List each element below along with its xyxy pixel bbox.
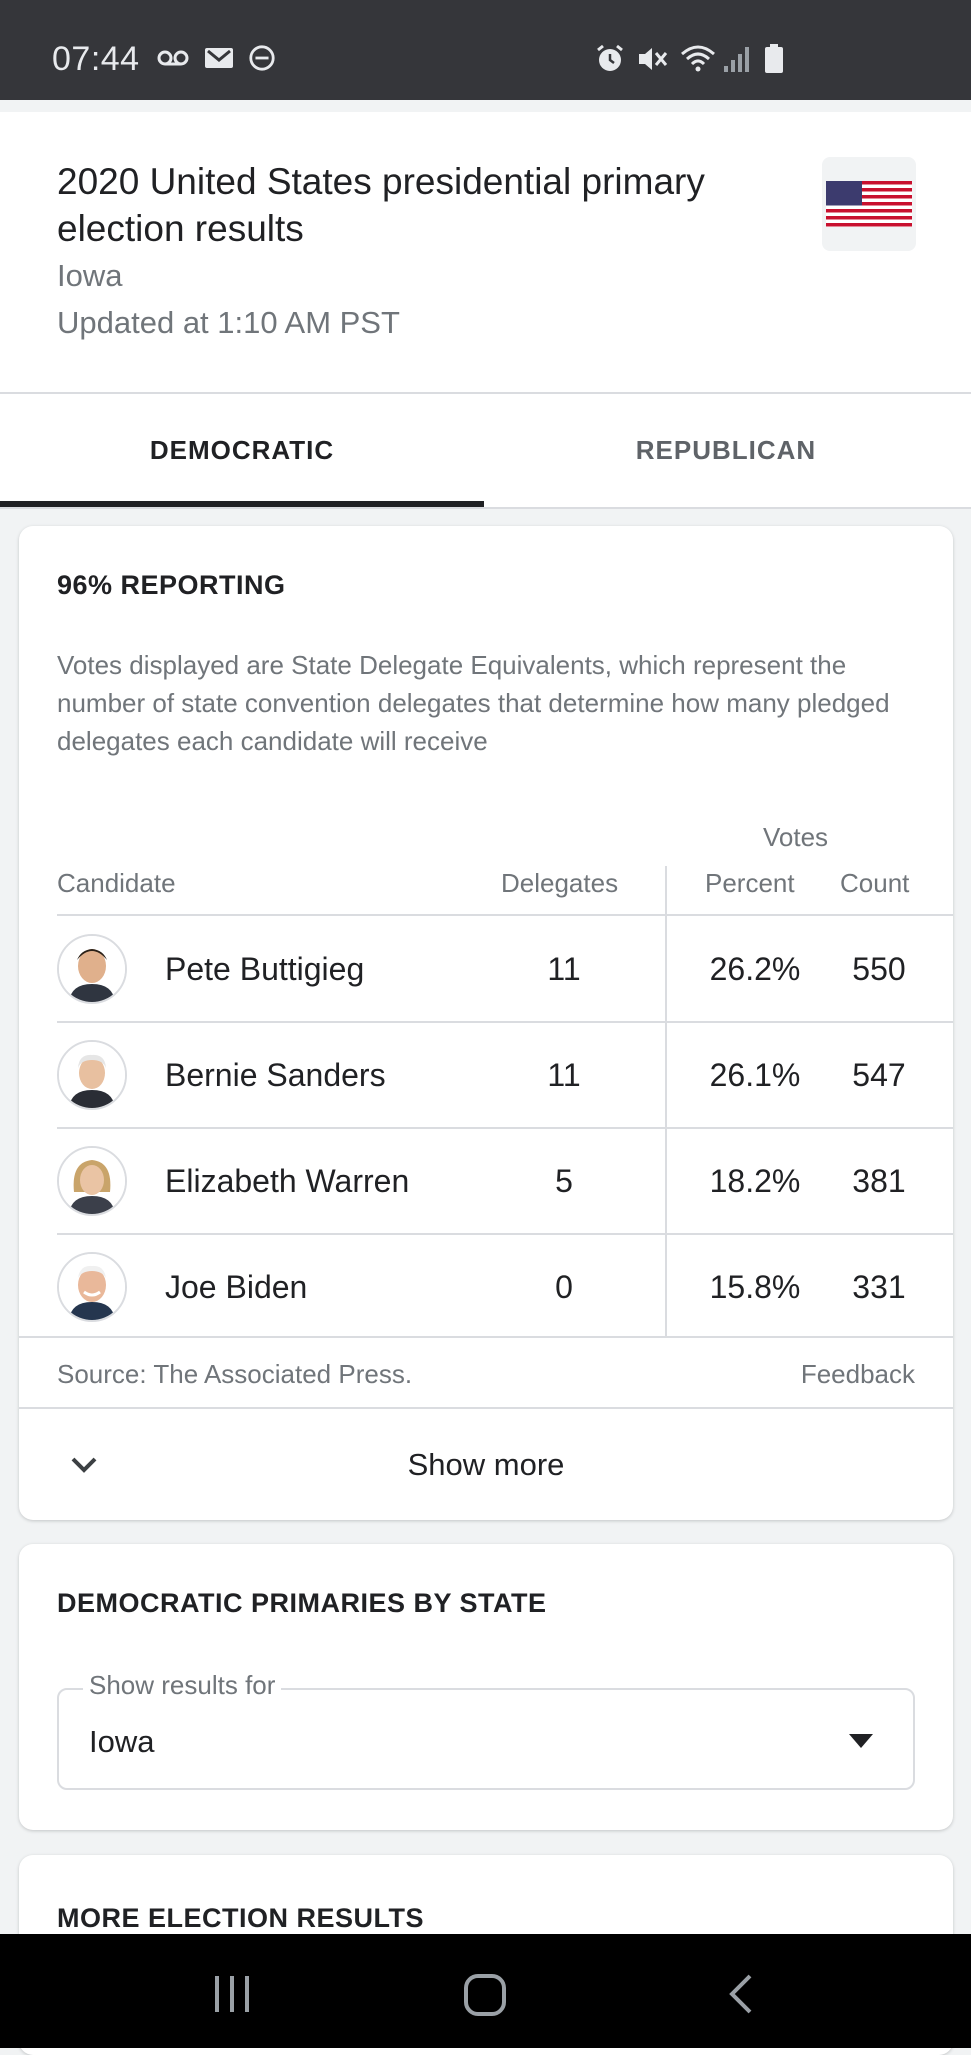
candidate-name: Joe Biden (165, 1269, 308, 1305)
show-more-button[interactable]: Show more (19, 1409, 953, 1520)
table-row[interactable]: Elizabeth Warren 5 18.2% 381 (19, 1128, 953, 1234)
divider (57, 1021, 953, 1023)
delegates-column-header: Delegates (501, 868, 619, 898)
candidate-name: Bernie Sanders (165, 1057, 386, 1093)
candidate-percent: 15.8% (709, 1269, 801, 1305)
tab-indicator (0, 501, 484, 507)
dropdown-arrow-icon (849, 1734, 873, 1748)
us-flag-icon (822, 157, 916, 251)
avatar (57, 1252, 127, 1322)
state-select[interactable]: Show results for Iowa (57, 1670, 915, 1790)
mute-icon (639, 48, 668, 70)
alarm-icon (597, 44, 623, 71)
percent-column-header: Percent (705, 868, 795, 898)
avatar (57, 1146, 127, 1216)
home-icon[interactable] (462, 1972, 508, 2018)
table-row[interactable]: Joe Biden 0 15.8% 331 (19, 1234, 953, 1340)
candidate-delegates: 0 (555, 1269, 573, 1305)
votes-note: Votes displayed are State Delegate Equiv… (57, 650, 890, 756)
candidate-percent: 26.2% (709, 951, 801, 987)
avatar (57, 934, 127, 1004)
primaries-by-state-card: DEMOCRATIC PRIMARIES BY STATE Show resul… (19, 1544, 953, 1830)
signal-icon (724, 47, 749, 72)
table-row[interactable]: Pete Buttigieg 11 26.2% 550 (19, 916, 953, 1022)
candidate-delegates: 11 (547, 951, 581, 987)
by-state-title: DEMOCRATIC PRIMARIES BY STATE (57, 1588, 547, 1618)
results-card: 96% REPORTING Votes displayed are State … (19, 526, 953, 1520)
tab-republican[interactable]: REPUBLICAN (635, 435, 817, 465)
battery-icon (765, 44, 783, 73)
show-more-label: Show more (407, 1446, 565, 1482)
divider (19, 1336, 953, 1338)
count-column-header: Count (840, 868, 910, 898)
voicemail-icon (157, 50, 189, 66)
candidate-delegates: 11 (547, 1057, 581, 1093)
reporting-status: 96% REPORTING (57, 570, 286, 600)
more-results-title: MORE ELECTION RESULTS (57, 1903, 425, 1933)
candidate-count: 381 (852, 1163, 906, 1199)
candidate-count: 550 (852, 951, 906, 987)
candidate-delegates: 5 (555, 1163, 573, 1199)
select-value: Iowa (89, 1724, 155, 1759)
navigation-bar (0, 1934, 971, 2048)
column-divider (665, 866, 667, 1336)
divider (57, 914, 953, 916)
candidate-count: 331 (852, 1269, 906, 1305)
candidate-percent: 26.1% (709, 1057, 801, 1093)
candidate-count: 547 (852, 1057, 906, 1093)
candidate-column-header: Candidate (57, 868, 176, 898)
status-bar: 07:44 (0, 0, 971, 100)
candidate-percent: 18.2% (709, 1163, 801, 1199)
chevron-down-icon (71, 1457, 97, 1473)
divider (57, 1233, 953, 1235)
divider (19, 1407, 953, 1409)
tab-democratic[interactable]: DEMOCRATIC (149, 435, 335, 465)
candidate-name: Elizabeth Warren (165, 1163, 410, 1199)
page-title: 2020 United States presidential primary … (57, 161, 705, 249)
select-label: Show results for (83, 1670, 282, 1701)
party-tabs: DEMOCRATIC REPUBLICAN (0, 392, 971, 509)
state-name: Iowa (57, 258, 123, 293)
results-header: 2020 United States presidential primary … (0, 112, 971, 392)
table-row[interactable]: Bernie Sanders 11 26.1% 547 (19, 1022, 953, 1128)
votes-header: Votes (763, 822, 829, 852)
status-time: 07:44 (52, 40, 140, 78)
divider (57, 1127, 953, 1129)
feedback-link[interactable]: Feedback (800, 1359, 915, 1389)
recent-apps-icon[interactable] (210, 1972, 254, 2016)
gmail-icon (205, 48, 233, 68)
candidate-name: Pete Buttigieg (165, 951, 365, 987)
avatar (57, 1040, 127, 1110)
updated-time: Updated at 1:10 AM PST (57, 305, 400, 340)
wifi-icon (681, 45, 715, 72)
back-icon[interactable] (722, 1972, 762, 2016)
dnd-icon (249, 45, 275, 71)
source-text: Source: The Associated Press. (57, 1359, 413, 1389)
